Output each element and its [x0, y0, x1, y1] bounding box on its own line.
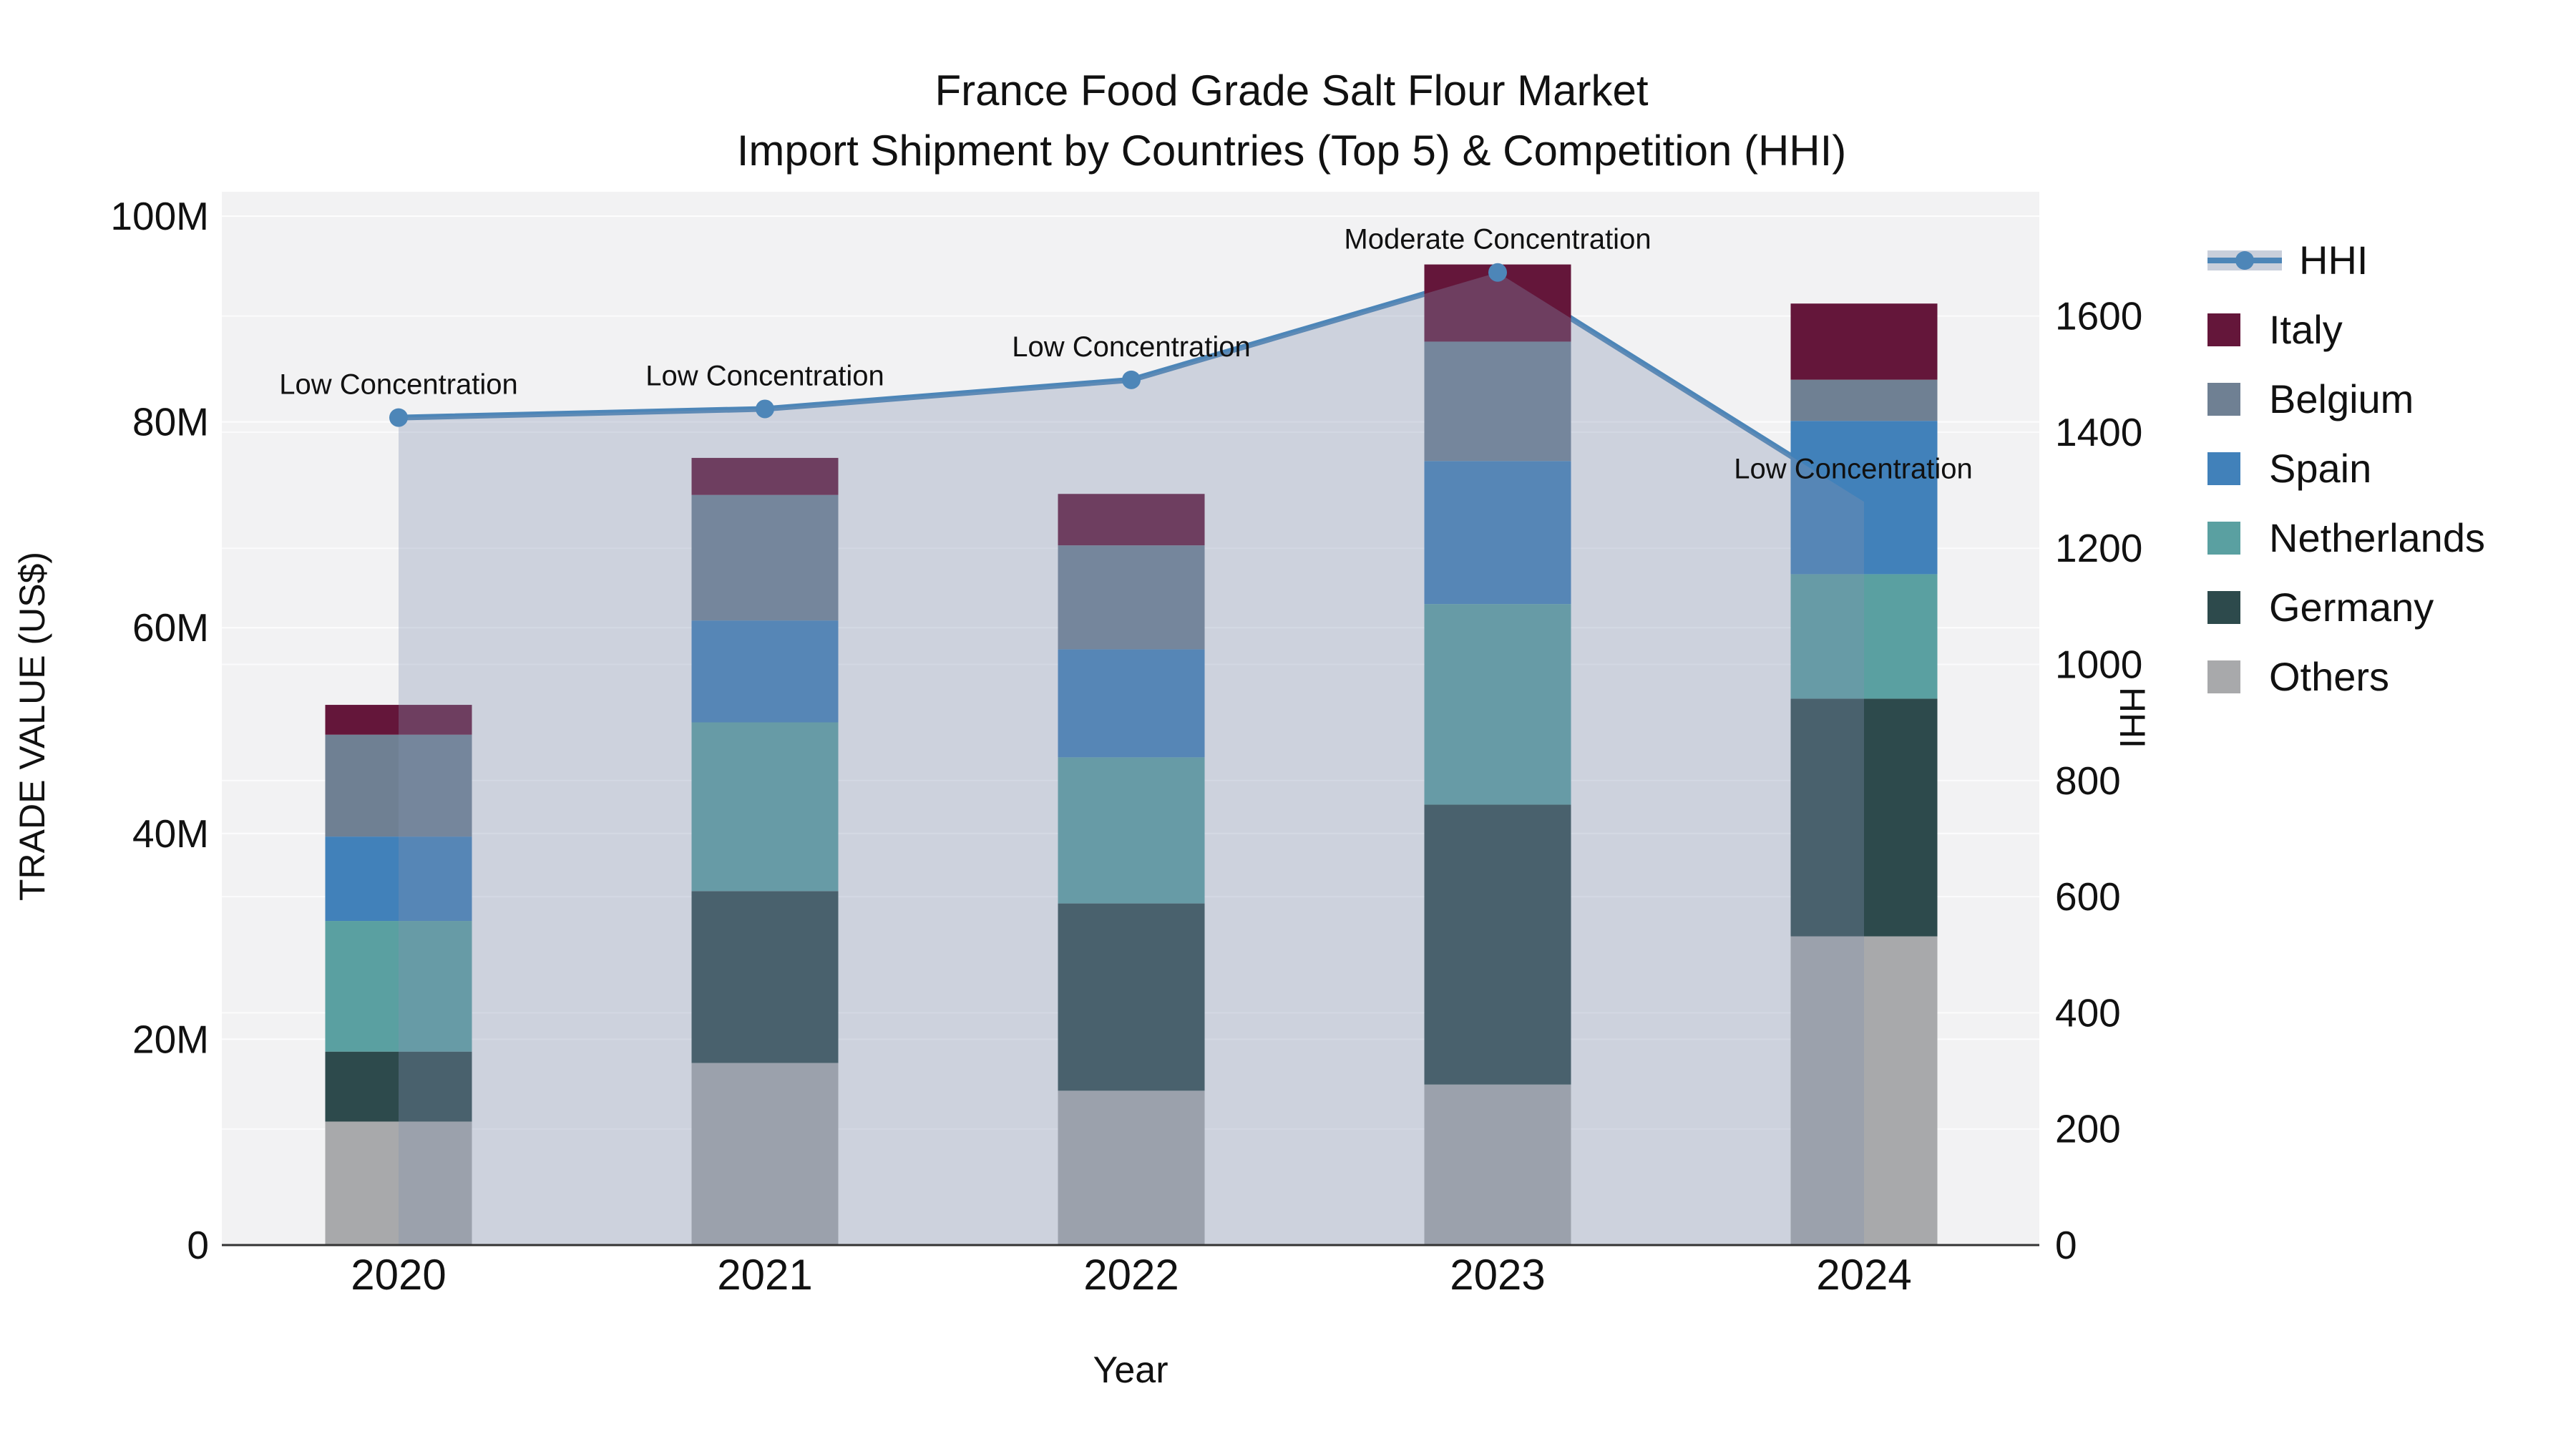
bar-segment-2021-italy[interactable]	[691, 457, 839, 495]
hhi-marker-2021[interactable]	[756, 399, 774, 419]
legend-item-spain[interactable]: Spain	[2207, 434, 2485, 503]
y-left-tick-80M: 80M	[132, 400, 209, 444]
bar-segment-2023-others[interactable]	[1424, 1084, 1571, 1245]
bar-segment-2024-belgium[interactable]	[1790, 379, 1938, 421]
bar-segment-2020-spain[interactable]	[325, 836, 472, 922]
x-tick-2022: 2022	[1083, 1251, 1179, 1299]
chart-subtitle: Import Shipment by Countries (Top 5) & C…	[736, 127, 1847, 175]
bar-segment-2022-spain[interactable]	[1058, 649, 1205, 758]
hhi-marker-2020[interactable]	[389, 408, 408, 427]
bar-segment-2021-spain[interactable]	[691, 620, 839, 723]
annotation-2024: Low Concentration	[1734, 453, 1973, 484]
bar-segment-2022-netherlands[interactable]	[1058, 757, 1205, 904]
legend-label-germany: Germany	[2269, 585, 2434, 630]
bar-segment-2024-spain[interactable]	[1790, 421, 1938, 575]
y-left-tick-40M: 40M	[132, 811, 209, 856]
y-left-tick-20M: 20M	[132, 1017, 209, 1061]
y-right-tick-800: 800	[2055, 758, 2121, 803]
hhi-area-fill	[399, 272, 1864, 1245]
y-right-tick-200: 200	[2055, 1107, 2121, 1151]
bar-segment-2021-belgium[interactable]	[691, 494, 839, 621]
legend-label-belgium: Belgium	[2269, 376, 2414, 421]
legend-item-germany[interactable]: Germany	[2207, 572, 2485, 642]
y-left-tick-0: 0	[187, 1223, 209, 1267]
legend-swatch-netherlands	[2207, 521, 2240, 555]
x-tick-2024: 2024	[1816, 1251, 1911, 1299]
bar-segment-2020-others[interactable]	[325, 1121, 472, 1245]
legend-item-others[interactable]: Others	[2207, 642, 2485, 711]
bar-segment-2023-spain[interactable]	[1424, 461, 1571, 605]
legend: HHI Italy Belgium Spain Netherlands Germany Ot…	[2207, 225, 2485, 711]
bar-segment-2023-germany[interactable]	[1424, 804, 1571, 1085]
x-tick-2023: 2023	[1450, 1251, 1545, 1299]
bar-segment-2020-germany[interactable]	[325, 1051, 472, 1122]
x-tick-2021: 2021	[717, 1251, 812, 1299]
hhi-marker-2023[interactable]	[1488, 263, 1507, 282]
annotation-2021: Low Concentration	[645, 360, 884, 391]
legend-item-belgium[interactable]: Belgium	[2207, 364, 2485, 434]
y-right-tick-1000: 1000	[2055, 643, 2142, 687]
y-left-tick-60M: 60M	[132, 605, 209, 650]
chart-title: France Food Grade Salt Flour Market	[935, 67, 1649, 114]
legend-item-italy[interactable]: Italy	[2207, 295, 2485, 364]
bar-segment-2024-italy[interactable]	[1790, 303, 1938, 380]
legend-swatch-germany	[2207, 590, 2240, 624]
legend-item-netherlands[interactable]: Netherlands	[2207, 503, 2485, 572]
annotation-2020: Low Concentration	[279, 369, 518, 401]
legend-swatch-italy	[2207, 313, 2240, 346]
y-right-tick-1400: 1400	[2055, 410, 2142, 454]
bar-segment-2023-netherlands[interactable]	[1424, 604, 1571, 805]
bar-segment-2020-belgium[interactable]	[325, 734, 472, 837]
bar-segment-2022-germany[interactable]	[1058, 903, 1205, 1091]
bar-segment-2021-netherlands[interactable]	[691, 722, 839, 892]
annotation-2023: Moderate Concentration	[1344, 224, 1651, 255]
x-tick-2020: 2020	[351, 1251, 446, 1299]
bar-segment-2021-germany[interactable]	[691, 891, 839, 1063]
y-right-tick-0: 0	[2055, 1223, 2077, 1267]
legend-swatch-belgium	[2207, 382, 2240, 416]
legend-label-hhi: HHI	[2299, 238, 2368, 283]
legend-label-netherlands: Netherlands	[2269, 515, 2485, 560]
y-right-tick-1200: 1200	[2055, 526, 2142, 570]
bar-segment-2023-belgium[interactable]	[1424, 341, 1571, 462]
legend-item-hhi[interactable]: HHI	[2207, 225, 2485, 295]
hhi-line-sample-icon	[2207, 240, 2282, 280]
bar-segment-2020-italy[interactable]	[325, 705, 472, 735]
bar-segment-2022-italy[interactable]	[1058, 494, 1205, 546]
y-left-tick-100M: 100M	[110, 194, 209, 238]
bar-segment-2022-others[interactable]	[1058, 1091, 1205, 1245]
bar-segment-2022-belgium[interactable]	[1058, 545, 1205, 650]
legend-swatch-others	[2207, 660, 2240, 693]
legend-swatch-spain	[2207, 452, 2240, 485]
bar-segment-2024-germany[interactable]	[1790, 698, 1938, 937]
x-axis-title: Year	[1093, 1350, 1169, 1391]
legend-label-others: Others	[2269, 654, 2390, 699]
y-right-tick-400: 400	[2055, 990, 2121, 1035]
y-right-tick-1600: 1600	[2055, 294, 2142, 338]
legend-label-italy: Italy	[2269, 307, 2343, 352]
y-right-tick-600: 600	[2055, 874, 2121, 919]
hhi-marker-2022[interactable]	[1122, 370, 1141, 389]
bar-segment-2020-netherlands[interactable]	[325, 921, 472, 1052]
chart-title-block: France Food Grade Salt Flour Market Impo…	[0, 61, 2576, 181]
bar-segment-2021-others[interactable]	[691, 1063, 839, 1245]
legend-label-spain: Spain	[2269, 446, 2372, 491]
annotation-2022: Low Concentration	[1012, 331, 1251, 363]
bar-segment-2024-others[interactable]	[1790, 936, 1938, 1245]
bar-segment-2024-netherlands[interactable]	[1790, 574, 1938, 699]
